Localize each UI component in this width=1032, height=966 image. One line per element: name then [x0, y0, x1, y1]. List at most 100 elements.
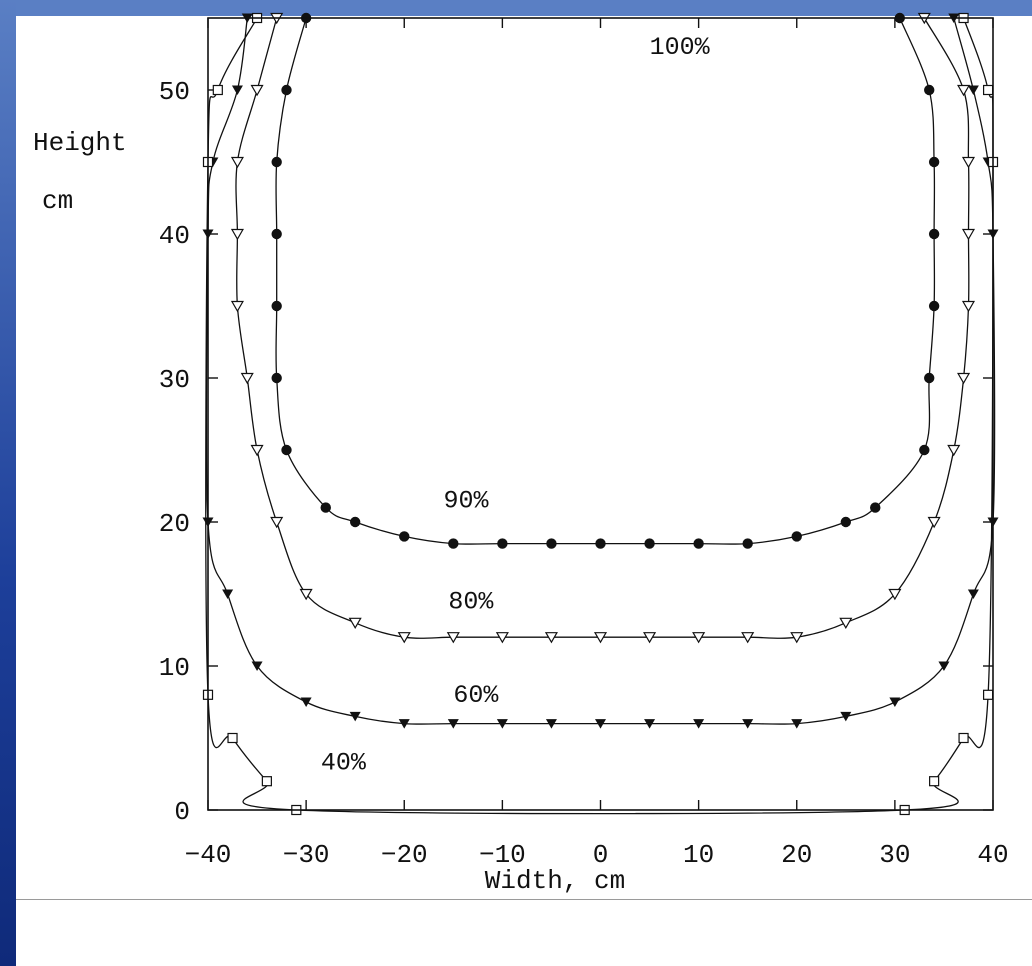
- data-point-marker: [927, 516, 941, 529]
- data-point-marker: [349, 516, 361, 528]
- data-markers: [202, 12, 999, 816]
- data-point-marker: [240, 372, 254, 385]
- data-point-marker: [281, 84, 292, 96]
- data-point-marker: [271, 372, 282, 384]
- data-point-marker: [250, 444, 264, 457]
- data-point-marker: [928, 156, 940, 168]
- data-point-marker: [958, 732, 969, 744]
- data-point-marker: [839, 617, 853, 629]
- x-axis-title: Width, cm: [485, 866, 625, 896]
- data-point-marker: [320, 502, 331, 513]
- data-point-marker: [212, 84, 223, 96]
- data-point-marker: [227, 732, 238, 744]
- data-point-marker: [349, 711, 361, 722]
- isodose-label-40-percent: 40%: [321, 749, 367, 778]
- x-tick-label: 30: [879, 840, 910, 870]
- data-point-marker: [919, 444, 930, 456]
- data-point-marker: [742, 538, 753, 549]
- x-tick-label: 20: [781, 840, 812, 870]
- data-point-marker: [888, 588, 902, 601]
- tick-marks: [207, 18, 994, 811]
- data-point-marker: [261, 776, 272, 787]
- data-point-marker: [967, 589, 979, 599]
- data-point-marker: [929, 776, 940, 787]
- isodose-curves: [205, 17, 996, 815]
- x-tick-label: −30: [283, 840, 330, 870]
- data-point-marker: [250, 84, 264, 97]
- data-point-marker: [545, 719, 557, 729]
- data-point-marker: [496, 719, 508, 729]
- data-point-marker: [693, 719, 705, 729]
- data-point-marker: [982, 84, 994, 96]
- x-tick-labels: −40 −30 −20 −10 0 10 20 30 40: [185, 840, 1009, 870]
- data-point-marker: [982, 689, 994, 700]
- data-point-marker: [644, 538, 655, 549]
- data-point-marker: [271, 300, 282, 312]
- data-point-marker: [741, 632, 755, 644]
- data-point-marker: [643, 632, 657, 644]
- data-point-marker: [397, 632, 411, 644]
- data-point-marker: [924, 84, 935, 96]
- plot-frame: [207, 17, 994, 811]
- x-tick-label: 40: [977, 840, 1008, 870]
- y-tick-label: 30: [159, 365, 190, 395]
- data-point-marker: [791, 531, 802, 542]
- data-point-marker: [961, 228, 976, 241]
- y-axis-title-line1: Height: [33, 128, 127, 158]
- data-point-marker: [593, 632, 608, 644]
- data-point-marker: [495, 632, 509, 644]
- isodose-label-90-percent: 90%: [444, 487, 490, 516]
- y-tick-labels: 0 10 20 30 40 50: [159, 77, 190, 827]
- x-tick-label: −20: [381, 840, 428, 870]
- isodose-label-80-percent: 80%: [448, 587, 494, 616]
- y-tick-label: 40: [159, 221, 190, 251]
- data-point-marker: [230, 228, 244, 241]
- data-point-marker: [270, 516, 284, 529]
- data-point-marker: [544, 632, 558, 644]
- data-point-marker: [271, 156, 282, 168]
- y-axis-title-line2: cm: [42, 186, 73, 216]
- y-tick-label: 20: [159, 509, 190, 539]
- data-point-marker: [231, 85, 243, 95]
- data-point-marker: [961, 300, 976, 313]
- data-point-marker: [595, 719, 606, 729]
- data-point-marker: [692, 632, 706, 644]
- data-point-marker: [957, 372, 971, 385]
- x-tick-label: −40: [185, 840, 232, 870]
- data-point-marker: [546, 538, 557, 549]
- data-point-marker: [281, 444, 292, 456]
- data-point-marker: [791, 719, 803, 729]
- y-tick-label: 10: [159, 653, 190, 683]
- data-point-marker: [300, 697, 312, 707]
- data-point-marker: [644, 719, 656, 729]
- data-point-marker: [924, 372, 935, 384]
- data-point-marker: [230, 300, 244, 313]
- isodose-curve-90-percent: [275, 17, 936, 545]
- y-tick-label: 0: [174, 797, 190, 827]
- data-point-marker: [446, 632, 460, 644]
- isodose-label-60-percent: 60%: [453, 681, 499, 710]
- data-point-marker: [742, 719, 754, 729]
- data-point-marker: [957, 84, 971, 97]
- data-point-marker: [348, 617, 362, 629]
- x-tick-label: 0: [593, 840, 609, 870]
- data-point-marker: [398, 719, 410, 729]
- data-point-marker: [928, 228, 940, 240]
- slide-frame-top: [0, 0, 1032, 16]
- data-point-marker: [497, 538, 508, 549]
- data-point-marker: [222, 589, 234, 599]
- data-point-marker: [448, 538, 459, 549]
- isodose-curve-60-percent: [205, 17, 996, 725]
- data-point-marker: [399, 531, 410, 542]
- data-point-marker: [595, 538, 606, 549]
- data-point-marker: [271, 228, 282, 240]
- data-point-marker: [790, 632, 804, 644]
- data-point-marker: [870, 502, 881, 513]
- data-point-marker: [447, 719, 459, 729]
- data-point-marker: [889, 697, 901, 707]
- x-tick-label: 10: [683, 840, 714, 870]
- data-point-marker: [299, 588, 313, 601]
- data-point-marker: [251, 661, 263, 671]
- slide-divider-line: [16, 899, 1032, 900]
